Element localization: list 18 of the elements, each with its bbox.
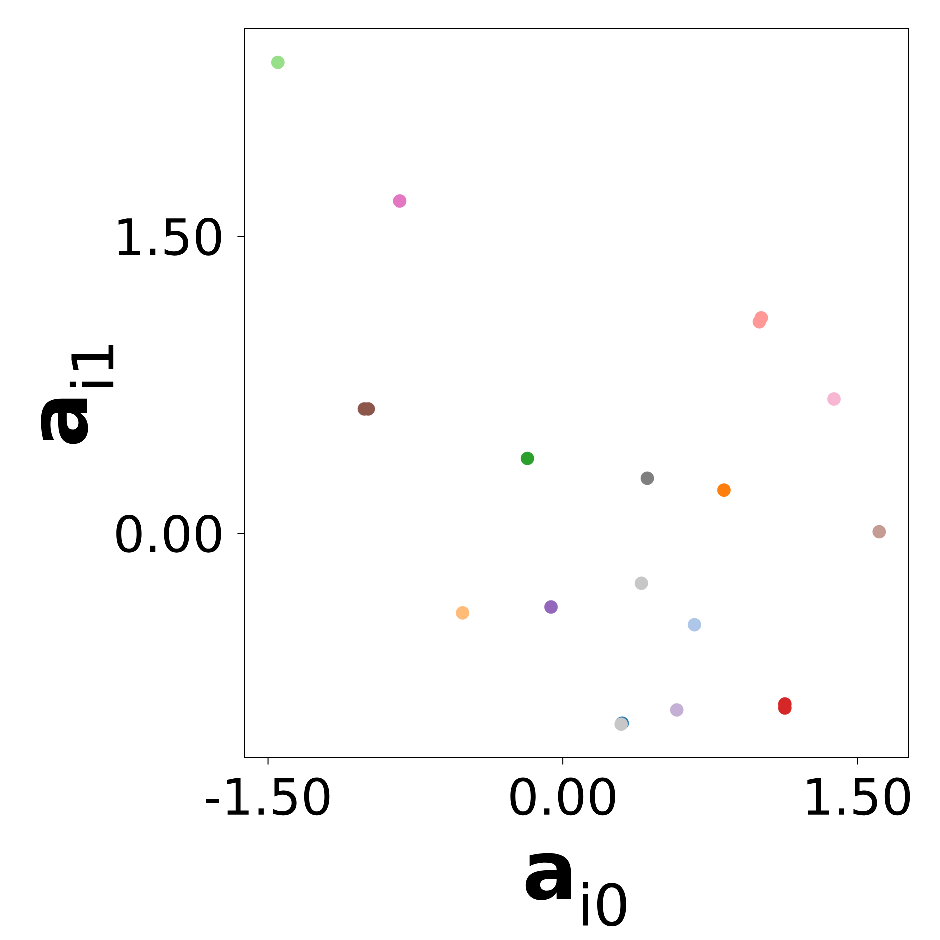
point [670, 703, 684, 717]
x-tick-label: 0.00 [510, 778, 616, 816]
point [688, 618, 702, 632]
point [828, 392, 841, 406]
x-tick-label: 1.50 [808, 778, 910, 816]
point [520, 452, 534, 466]
point [634, 576, 648, 590]
point [752, 315, 766, 329]
point [271, 56, 285, 70]
x-axis-title: a$_{i0}$ [526, 853, 626, 927]
y-axis-title: a$_{i1}$ [41, 345, 114, 444]
point [544, 600, 558, 614]
point [717, 484, 731, 498]
point [640, 472, 654, 486]
point [393, 194, 407, 208]
point [456, 606, 470, 620]
point [872, 525, 886, 539]
x-tick-label: -1.50 [206, 778, 330, 816]
